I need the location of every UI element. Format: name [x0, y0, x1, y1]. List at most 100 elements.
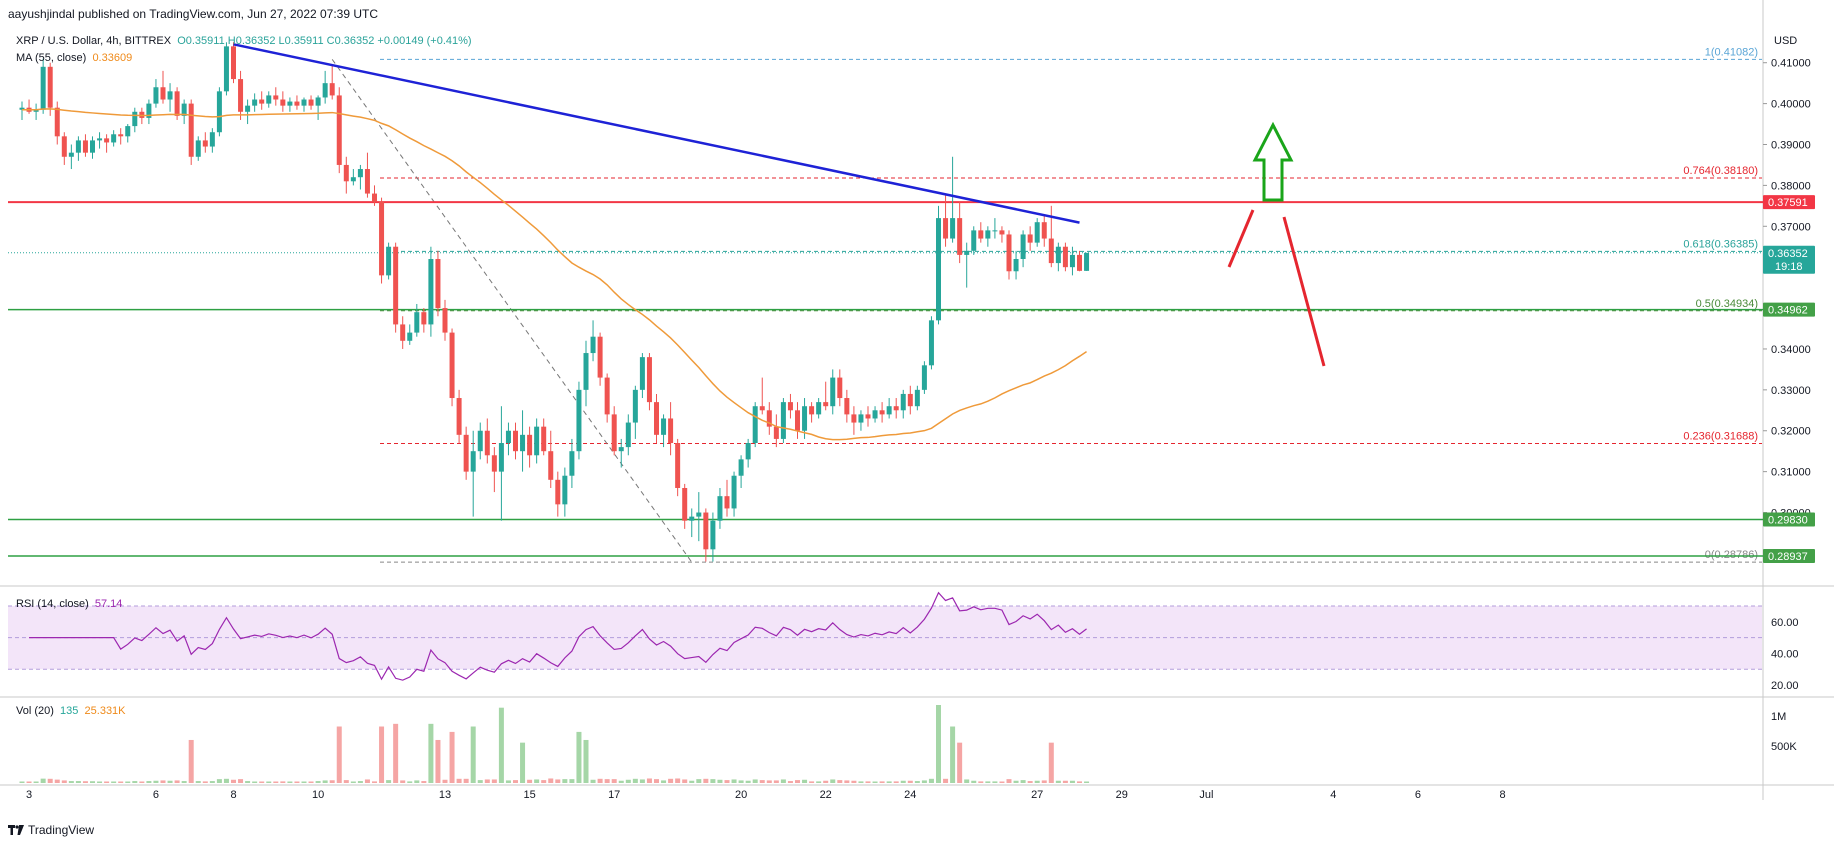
volume-tick-label: 500K: [1771, 741, 1797, 753]
candle: [583, 340, 589, 407]
price-axis[interactable]: USD 0.41000 0.40000 0.39000 0.38000 0.37000 0.…: [1763, 35, 1811, 753]
volume-bar: [618, 780, 624, 783]
candle: [54, 101, 60, 145]
candle: [752, 402, 758, 448]
candle: [943, 193, 949, 247]
volume-bar: [1055, 780, 1061, 783]
volume-bar: [491, 779, 497, 783]
time-tick-label: Jul: [1199, 789, 1213, 801]
volume-bar: [245, 781, 251, 783]
candle: [978, 222, 984, 243]
volume-bar: [597, 778, 603, 783]
tradingview-brand[interactable]: TradingView: [8, 823, 94, 837]
volume-bar: [322, 780, 328, 783]
candle: [315, 95, 321, 120]
candle: [844, 389, 850, 423]
candle: [1013, 250, 1019, 280]
symbol-legend[interactable]: XRP / U.S. Dollar, 4h, BITTREX O0.35911 …: [16, 35, 472, 47]
candle: [456, 389, 462, 444]
volume-bar: [400, 780, 406, 783]
volume-bar: [816, 781, 822, 783]
candle: [604, 373, 610, 423]
rsi-tick-label: 40.00: [1771, 648, 1799, 660]
volume-bar: [238, 779, 244, 783]
candle: [216, 87, 222, 137]
candle: [787, 393, 793, 419]
time-tick-label: 8: [230, 789, 236, 801]
rsi-legend[interactable]: RSI (14, close) 57.14: [16, 598, 122, 610]
volume-bar: [787, 781, 793, 783]
candle: [308, 95, 314, 110]
volume-bar: [738, 780, 744, 783]
volume-bar: [668, 778, 674, 783]
candle: [541, 418, 547, 456]
volume-bar: [795, 780, 800, 783]
candle: [350, 169, 356, 186]
volume-bar: [548, 778, 554, 783]
candle: [985, 226, 991, 247]
volume-bar: [1069, 780, 1075, 783]
volume-bar: [646, 778, 652, 783]
trendline-drawing[interactable]: [233, 43, 1080, 224]
time-axis[interactable]: 3 6 8 10 13 15 17 20 22 24 27 29 Jul 4 6 8: [26, 789, 1506, 801]
projection-drawings[interactable]: [1227, 121, 1326, 367]
volume-bar: [414, 780, 420, 783]
fib-level-label: 1(0.41082): [1705, 46, 1758, 58]
candle: [992, 218, 998, 239]
candle: [689, 508, 695, 538]
candle: [273, 87, 279, 106]
candle: [195, 136, 201, 161]
candle: [82, 134, 88, 157]
volume-bar: [745, 780, 751, 783]
candle: [40, 58, 46, 114]
candle: [75, 136, 81, 161]
volume-bar: [724, 780, 730, 783]
volume-bar: [294, 781, 300, 783]
price-tick-label: 0.33000: [1771, 385, 1811, 397]
candle: [773, 414, 779, 448]
volume-bar: [823, 780, 829, 783]
candle: [421, 308, 427, 333]
price-tick-label: 0.38000: [1771, 180, 1811, 192]
volume-bar: [957, 742, 963, 783]
rsi-pane: [8, 591, 1762, 681]
volume-bar: [195, 781, 201, 783]
candle: [68, 144, 74, 170]
publish-info: aayushjindal published on TradingView.co…: [8, 7, 379, 21]
symbol-name: XRP / U.S. Dollar, 4h, BITTREX: [16, 35, 172, 47]
candle: [703, 508, 709, 562]
candle: [19, 101, 25, 120]
candle: [146, 99, 152, 125]
volume-bar: [308, 781, 314, 783]
candle: [921, 361, 927, 394]
rsi-tick-label: 20.00: [1771, 680, 1799, 692]
volume-bar: [632, 778, 638, 783]
time-tick-label: 6: [1415, 789, 1421, 801]
rsi-line: [29, 591, 1087, 681]
volume-bar: [773, 780, 779, 783]
candle: [555, 471, 561, 517]
volume-bar: [541, 780, 547, 783]
candle: [33, 103, 39, 120]
volume-bar: [999, 781, 1005, 783]
volume-bar: [372, 781, 377, 783]
price-tick-label: 0.37000: [1771, 221, 1811, 233]
volume-bar: [985, 781, 991, 783]
volume-bar: [1013, 780, 1019, 783]
volume-bar: [231, 779, 236, 783]
horizontal-levels[interactable]: [8, 201, 1763, 557]
moving-average-series: [21, 108, 1087, 441]
candle: [675, 438, 681, 497]
volume-legend[interactable]: Vol (20) 135 25.331K: [16, 705, 126, 717]
rsi-value: 57.14: [94, 598, 123, 610]
candle: [287, 97, 293, 112]
candle: [1027, 226, 1033, 251]
candle: [231, 42, 236, 84]
volume-bar: [442, 779, 448, 783]
volume-bar: [837, 780, 843, 783]
volume-bar: [470, 726, 476, 783]
fibonacci-retracement[interactable]: 1(0.41082) 0.764(0.38180) 0.618(0.36385) 0.…: [331, 46, 1762, 563]
volume-bar: [583, 739, 589, 783]
ma-legend[interactable]: MA (55, close) 0.33609: [16, 52, 132, 64]
